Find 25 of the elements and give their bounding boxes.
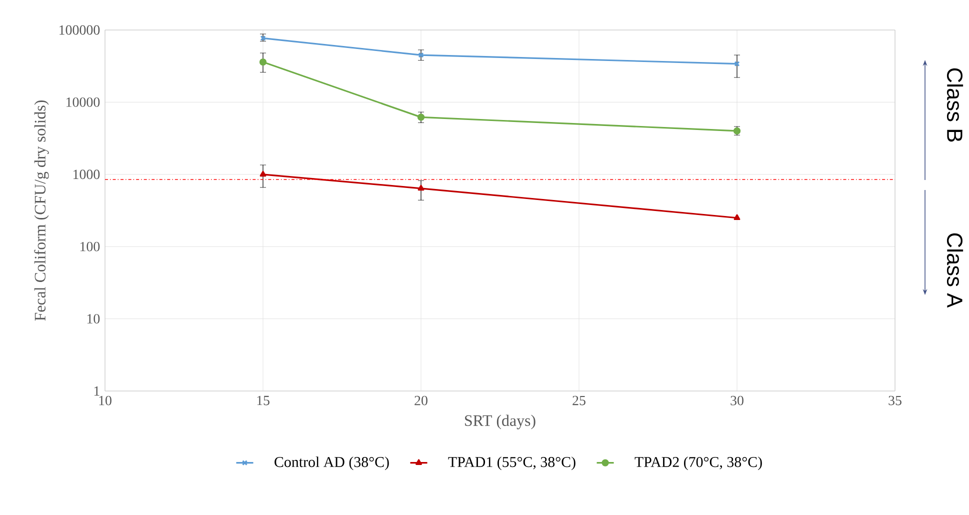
point	[734, 214, 740, 220]
x-axis-title: SRT (days)	[465, 414, 536, 430]
legend-label: TPAD1 (55°C, 38°C)	[448, 456, 576, 470]
point	[418, 184, 424, 191]
text: Class B	[946, 68, 964, 142]
point	[417, 114, 425, 121]
y-tick-label: 10	[87, 314, 100, 324]
y-tick-label: 1	[94, 386, 100, 396]
y-axis-title: Fecal Coliform (CFU/g dry solids)	[34, 100, 49, 321]
y-tick-label: 100000	[60, 25, 100, 35]
x-tick-label: 25	[572, 396, 586, 406]
x-tick-label: 10	[99, 396, 112, 406]
legend-label: TPAD2 (70°C, 38°C)	[634, 456, 762, 470]
x-tick-label: 30	[730, 396, 744, 406]
point	[260, 170, 266, 177]
point	[259, 58, 267, 66]
y-tick-label: 100	[80, 242, 100, 252]
y-tick-label: 10000	[66, 97, 100, 107]
y-tick-label: 1000	[73, 170, 100, 180]
legend-label: Control AD (38°C)	[274, 456, 389, 470]
x-tick-label: 35	[888, 396, 902, 406]
x-tick-label: 20	[414, 396, 428, 406]
point	[418, 52, 424, 58]
text: Class A	[946, 233, 964, 308]
x-tick-label: 15	[257, 396, 270, 406]
